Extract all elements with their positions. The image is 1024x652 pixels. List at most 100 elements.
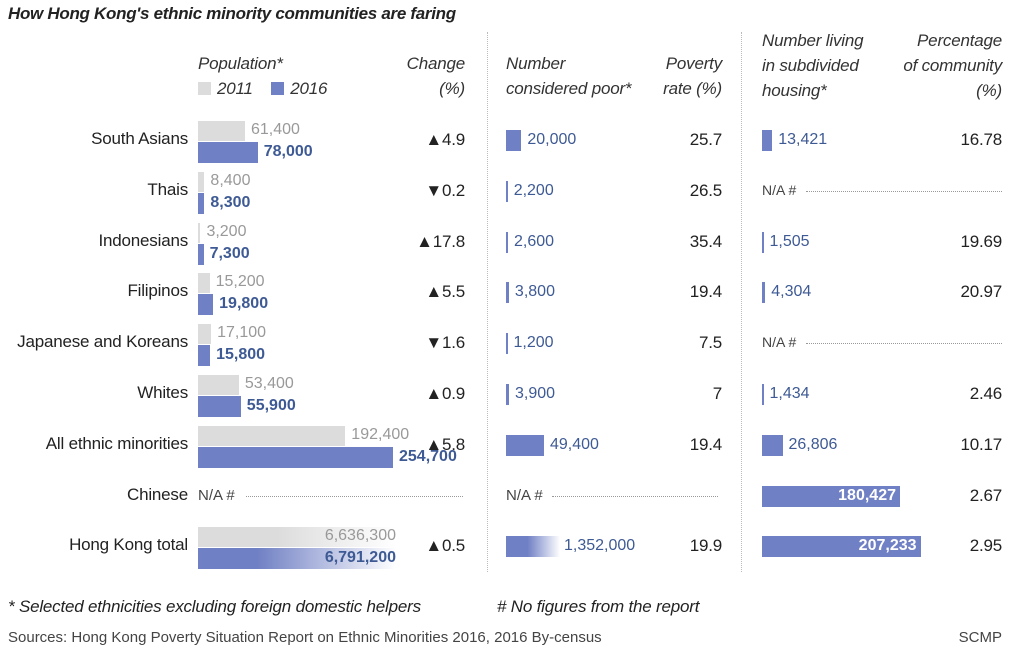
header-poverty-line: Poverty xyxy=(665,54,722,73)
percentage-value: 2.95 xyxy=(969,536,1002,556)
percentage-value: 19.69 xyxy=(960,231,1002,251)
header-poor-line: considered poor* xyxy=(506,79,632,98)
source: Sources: Hong Kong Poverty Situation Rep… xyxy=(8,629,602,646)
header-percentage-line: of community xyxy=(903,56,1002,75)
change-value: ▼1.6 xyxy=(425,333,465,353)
value-poor: 2,600 xyxy=(514,232,555,250)
na-label: N/A # xyxy=(762,181,797,198)
bar-subdivided xyxy=(762,536,921,558)
bar-poor xyxy=(506,180,508,202)
bar-2011 xyxy=(198,375,239,395)
na-dotted-line xyxy=(246,495,463,497)
change-value: ▲4.9 xyxy=(425,130,465,149)
poverty-rate-value: 26.5 xyxy=(689,180,722,200)
row-label: Hong Kong total xyxy=(69,535,188,555)
bar-2011 xyxy=(198,121,245,141)
bar-2016 xyxy=(198,243,204,265)
value-2011: 15,200 xyxy=(215,273,265,291)
bar-subdivided xyxy=(762,130,773,151)
bar-2016 xyxy=(198,345,211,367)
column-divider xyxy=(487,32,488,572)
bar-subdivided xyxy=(762,434,783,456)
credit: SCMP xyxy=(958,629,1002,646)
header-subdivided-line: Number living xyxy=(762,31,864,50)
change-value: ▲0.5 xyxy=(425,536,465,556)
header-poor: Number considered poor* xyxy=(506,51,632,101)
value-2011: 3,200 xyxy=(206,222,247,240)
percentage-value: 16.78 xyxy=(960,130,1002,149)
bar-poor xyxy=(506,130,522,151)
poverty-rate-value: 19.4 xyxy=(689,434,722,454)
header-subdivided-line: housing* xyxy=(762,81,827,100)
value-2016: 55,900 xyxy=(246,397,296,414)
row-label: Filipinos xyxy=(127,281,188,301)
change-value: ▲5.5 xyxy=(425,282,465,302)
poverty-rate-value: 25.7 xyxy=(689,130,722,149)
change-value: ▲0.9 xyxy=(425,384,465,403)
value-2011: 8,400 xyxy=(210,171,251,189)
row-label: All ethnic minorities xyxy=(45,433,188,453)
bar-subdivided xyxy=(762,231,764,253)
value-subdivided: 13,421 xyxy=(778,131,828,148)
percentage-value: 2.46 xyxy=(969,384,1002,403)
value-subdivided: 180,427 xyxy=(838,486,896,504)
bar-subdivided xyxy=(762,282,766,304)
value-2016: 6,791,200 xyxy=(324,549,396,567)
legend-2016: 2016 xyxy=(290,79,328,98)
value-2016: 8,300 xyxy=(210,193,251,211)
chart-title: How Hong Kong's ethnic minority communit… xyxy=(8,4,456,23)
header-poverty-rate: Poverty rate (%) xyxy=(663,51,722,101)
bar-poor xyxy=(506,384,509,405)
value-poor: 1,352,000 xyxy=(564,537,636,555)
value-2011: 192,400 xyxy=(351,425,410,443)
value-subdivided: 4,304 xyxy=(771,283,812,301)
row-label: Chinese xyxy=(127,484,188,504)
change-value: ▲17.8 xyxy=(416,231,465,251)
bar-2011 xyxy=(198,222,201,243)
poverty-rate-value: 19.4 xyxy=(689,282,722,302)
bar-poor xyxy=(506,282,509,304)
legend-swatch-2011 xyxy=(198,82,211,95)
value-poor: 3,800 xyxy=(514,283,555,301)
row-label: Indonesians xyxy=(98,230,189,250)
value-poor: 49,400 xyxy=(550,435,599,453)
footnote-hash: # No figures from the report xyxy=(497,597,700,616)
bar-2016 xyxy=(198,192,205,214)
value-2016: 254,700 xyxy=(399,447,457,465)
value-subdivided: 26,806 xyxy=(788,435,838,453)
bar-2011 xyxy=(198,527,396,548)
poverty-rate-value: 7.5 xyxy=(698,333,722,353)
bar-2016 xyxy=(198,446,393,468)
header-percentage: Percentage of community (%) xyxy=(903,28,1002,103)
header-percentage-line: (%) xyxy=(976,81,1002,100)
na-dotted-line xyxy=(806,343,1002,345)
bar-poor xyxy=(506,536,560,558)
bar-2011 xyxy=(198,171,205,192)
header-population: Population* xyxy=(198,54,283,73)
value-subdivided: 207,233 xyxy=(858,537,917,555)
value-poor: 1,200 xyxy=(513,334,554,352)
value-poor: 2,200 xyxy=(513,181,554,199)
value-subdivided: 1,434 xyxy=(769,385,810,402)
header-change-line: (%) xyxy=(439,79,465,98)
na-label: N/A # xyxy=(762,334,797,351)
percentage-value: 2.67 xyxy=(969,485,1002,505)
legend-2011: 2011 xyxy=(217,79,253,98)
bar-poor xyxy=(506,333,508,355)
header-subdivided: Number living in subdivided housing* xyxy=(762,28,864,103)
value-subdivided: 1,505 xyxy=(769,232,810,250)
bar-subdivided xyxy=(762,384,764,405)
bar-subdivided xyxy=(762,485,900,507)
na-label: N/A # xyxy=(506,486,543,504)
percentage-value: 20.97 xyxy=(960,282,1002,302)
value-2016: 7,300 xyxy=(209,244,250,262)
header-percentage-line: Percentage xyxy=(917,31,1002,50)
na-label: N/A # xyxy=(198,486,235,504)
bar-2011 xyxy=(198,425,346,446)
row-label: South Asians xyxy=(91,129,188,148)
bar-2016 xyxy=(198,396,241,417)
header-subdivided-line: in subdivided xyxy=(762,56,859,75)
value-poor: 3,900 xyxy=(515,385,556,402)
poverty-rate-value: 35.4 xyxy=(689,231,722,251)
poverty-rate-value: 7 xyxy=(712,384,722,403)
